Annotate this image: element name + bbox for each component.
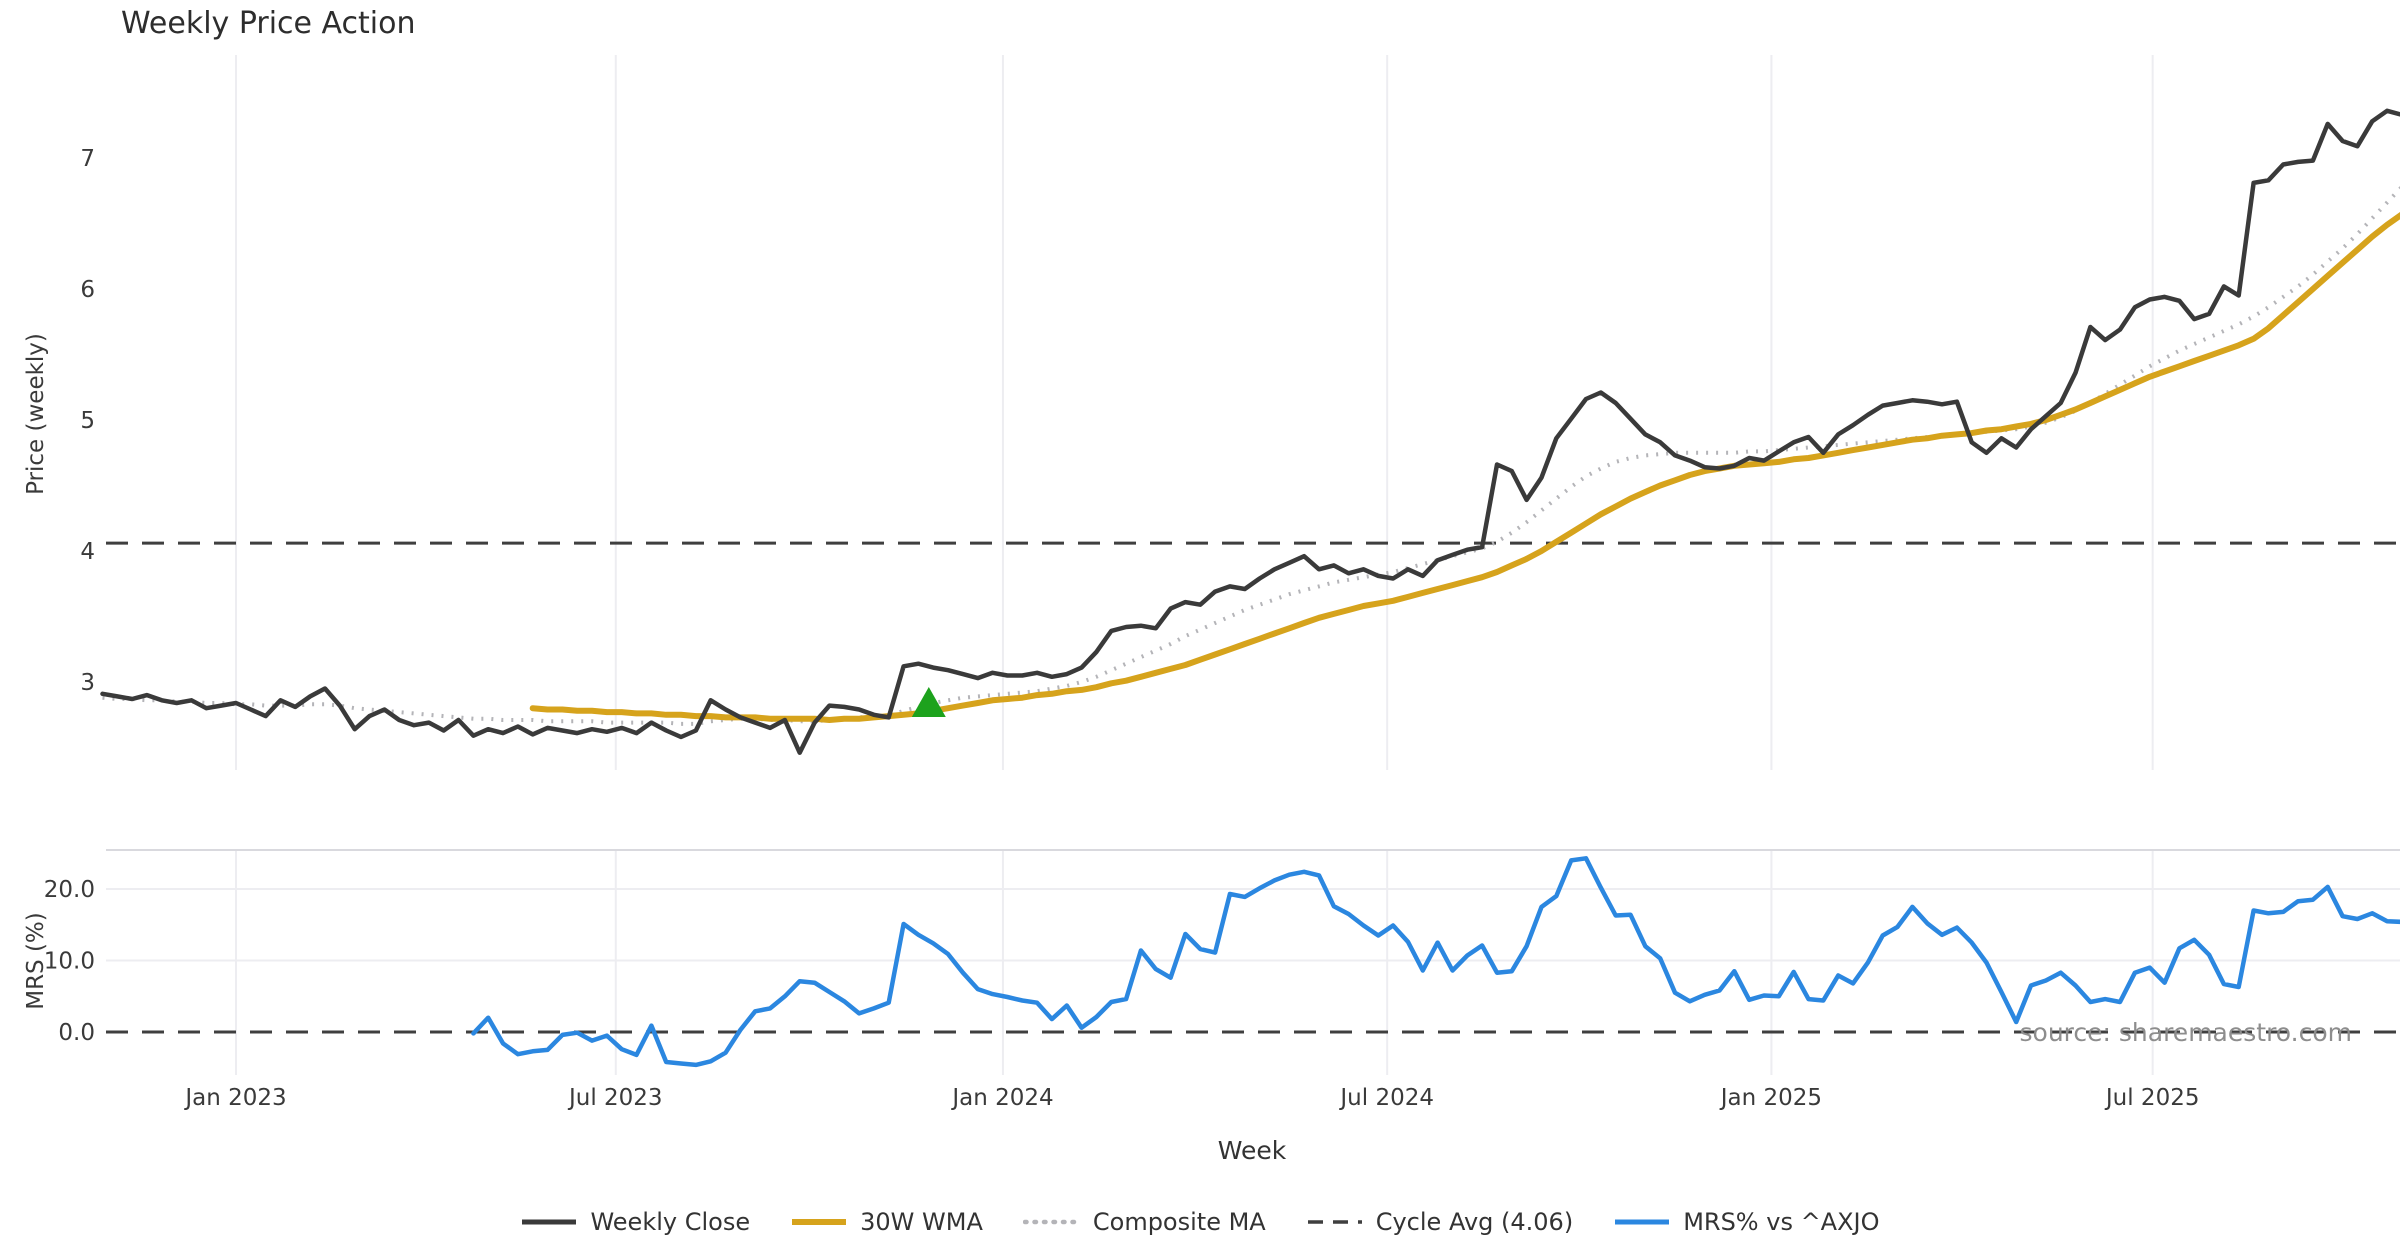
price-y-tick-label: 5 [80,408,95,434]
x-tick-label: Jul 2025 [2104,1085,2200,1111]
mrs-y-tick-label: 10.0 [44,949,95,975]
legend-item-composite-ma: Composite MA [1022,1208,1266,1236]
legend-label: Composite MA [1092,1208,1266,1236]
chart-legend: Weekly Close 30W WMA Composite MA Cycle Avg… [0,1208,2400,1236]
price-y-tick-label: 3 [80,670,95,696]
price-y-tick-label: 4 [80,539,95,565]
legend-item-mrs-vs-axjo: MRS% vs ^AXJO [1613,1208,1880,1236]
weekly-close-line [100,108,2400,755]
buy-signal-marker [911,686,946,717]
composite-ma-line [102,185,2400,726]
legend-item-weekly-close: Weekly Close [520,1208,750,1236]
mrs-line [471,856,2400,1068]
x-tick-label: Jul 2023 [567,1085,663,1111]
price-y-tick-label: 7 [80,146,95,172]
wma-line [529,211,2400,723]
legend-swatch-solid [792,1219,847,1225]
legend-item-30w-wma: 30W WMA [790,1208,983,1236]
source-note: source: sharemaestro.com [2019,1018,2353,1047]
legend-label: Weekly Close [590,1208,751,1236]
x-tick-label: Jul 2024 [1338,1085,1434,1111]
x-tick-label: Jan 2024 [950,1085,1053,1111]
chart-title: Weekly Price Action [121,6,416,41]
legend-label: MRS% vs ^AXJO [1683,1208,1880,1236]
legend-swatch-dotted [1022,1219,1081,1225]
legend-item-cycle-avg-4-06: Cycle Avg (4.06) [1306,1208,1573,1236]
legend-swatch-dashed [1307,1220,1362,1224]
price-y-tick-label: 6 [80,277,95,303]
mrs-y-tick-label: 0.0 [58,1020,95,1046]
price-axis-label: Price (weekly) [23,333,49,495]
x-tick-label: Jan 2023 [183,1085,286,1111]
mrs-y-tick-label: 20.0 [44,877,95,903]
x-axis-label: Week [1217,1136,1287,1165]
legend-label: 30W WMA [860,1208,983,1236]
legend-swatch-solid [1615,1219,1670,1225]
mrs-axis-label: MRS (%) [23,912,49,1010]
legend-label: Cycle Avg (4.06) [1375,1208,1574,1236]
x-tick-label: Jan 2025 [1719,1085,1822,1111]
legend-swatch-solid [522,1219,577,1225]
